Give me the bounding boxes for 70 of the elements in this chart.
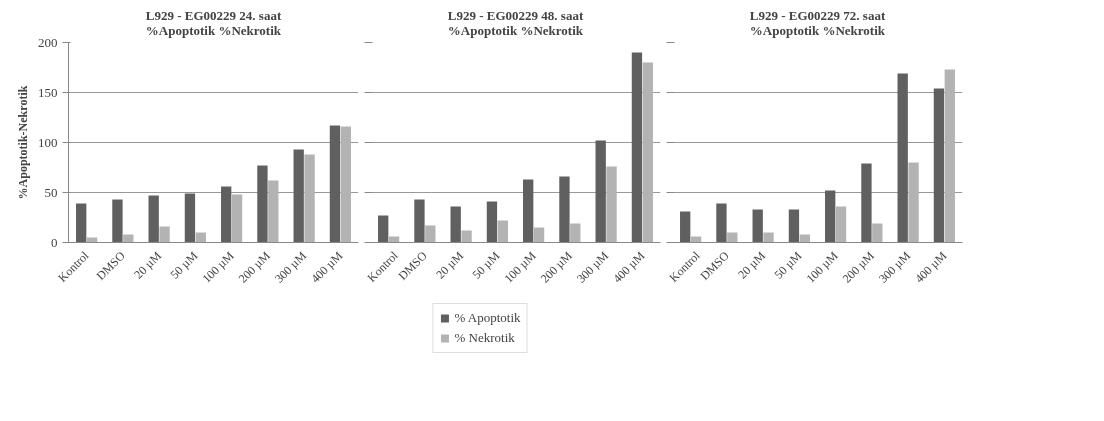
bar [642, 62, 653, 243]
bar [897, 73, 908, 243]
x-tick-label: 300 µM [271, 248, 310, 286]
x-tick-label: 300 µM [875, 248, 914, 286]
x-tick-label: 400 µM [912, 248, 950, 286]
bar [933, 88, 945, 243]
legend-label: % Nekrotik [454, 330, 515, 346]
x-tick-label: 200 µM [537, 248, 576, 286]
y-tick-label: 100 [38, 134, 58, 150]
bar [340, 126, 351, 243]
bar [497, 220, 508, 243]
bar [378, 215, 389, 243]
x-tick-label: 50 µM [771, 248, 805, 282]
bar [148, 195, 159, 243]
bar [908, 162, 919, 243]
x-tick-label: 100 µM [803, 248, 841, 286]
bar [76, 203, 87, 243]
bar [606, 166, 617, 243]
bar [231, 194, 243, 243]
x-tick-label: 300 µM [573, 248, 612, 286]
y-tick-label: 50 [44, 184, 58, 200]
bar [825, 190, 836, 243]
x-tick-label: 100 µM [501, 248, 539, 286]
bar [631, 52, 643, 243]
bar [268, 180, 279, 243]
x-tick-label: 200 µM [839, 248, 878, 286]
x-tick-label: 50 µM [167, 248, 201, 282]
x-tick-label: 20 µM [433, 248, 467, 282]
bar [304, 154, 315, 243]
bar [752, 209, 763, 243]
bar [716, 203, 727, 243]
x-tick-label: 100 µM [199, 248, 237, 286]
bar [570, 223, 581, 243]
bar [425, 225, 436, 243]
bar [293, 149, 304, 243]
bar [221, 186, 232, 243]
bar [257, 165, 268, 243]
bar [788, 209, 800, 243]
y-axis-title: %Apoptotik-Nekrotik [16, 85, 30, 200]
bar [595, 140, 606, 243]
x-tick-label: 20 µM [131, 248, 165, 282]
y-tick-label: 200 [38, 34, 58, 50]
bar [112, 199, 123, 243]
bar [329, 125, 341, 243]
x-tick-label: 400 µM [308, 248, 346, 286]
chart-title: L929 - EG00229 48. saat %Apoptotik %Nekrotik [447, 7, 584, 38]
chart-title: L929 - EG00229 72. saat %Apoptotik %Nekrotik [749, 7, 886, 38]
bar [414, 199, 425, 243]
bar [559, 176, 570, 243]
x-tick-label: 200 µM [235, 248, 274, 286]
bar [159, 226, 170, 243]
bar [680, 211, 691, 243]
x-tick-label: 50 µM [469, 248, 503, 282]
x-tick-label: 20 µM [735, 248, 769, 282]
y-tick-label: 150 [38, 84, 58, 100]
bar [872, 223, 883, 243]
bar [533, 227, 545, 243]
bar [944, 69, 955, 243]
bar [486, 201, 498, 243]
bar [861, 163, 872, 243]
chart-title: L929 - EG00229 24. saat %Apoptotik %Nekrotik [145, 7, 282, 38]
x-tick-label: 400 µM [610, 248, 648, 286]
legend-label: % Apoptotik [454, 310, 521, 326]
bar [184, 193, 196, 243]
y-tick-label: 0 [51, 234, 58, 250]
bar [450, 206, 461, 243]
bar [523, 179, 534, 243]
bar [461, 230, 472, 243]
bar [835, 206, 847, 243]
bar [763, 232, 774, 243]
